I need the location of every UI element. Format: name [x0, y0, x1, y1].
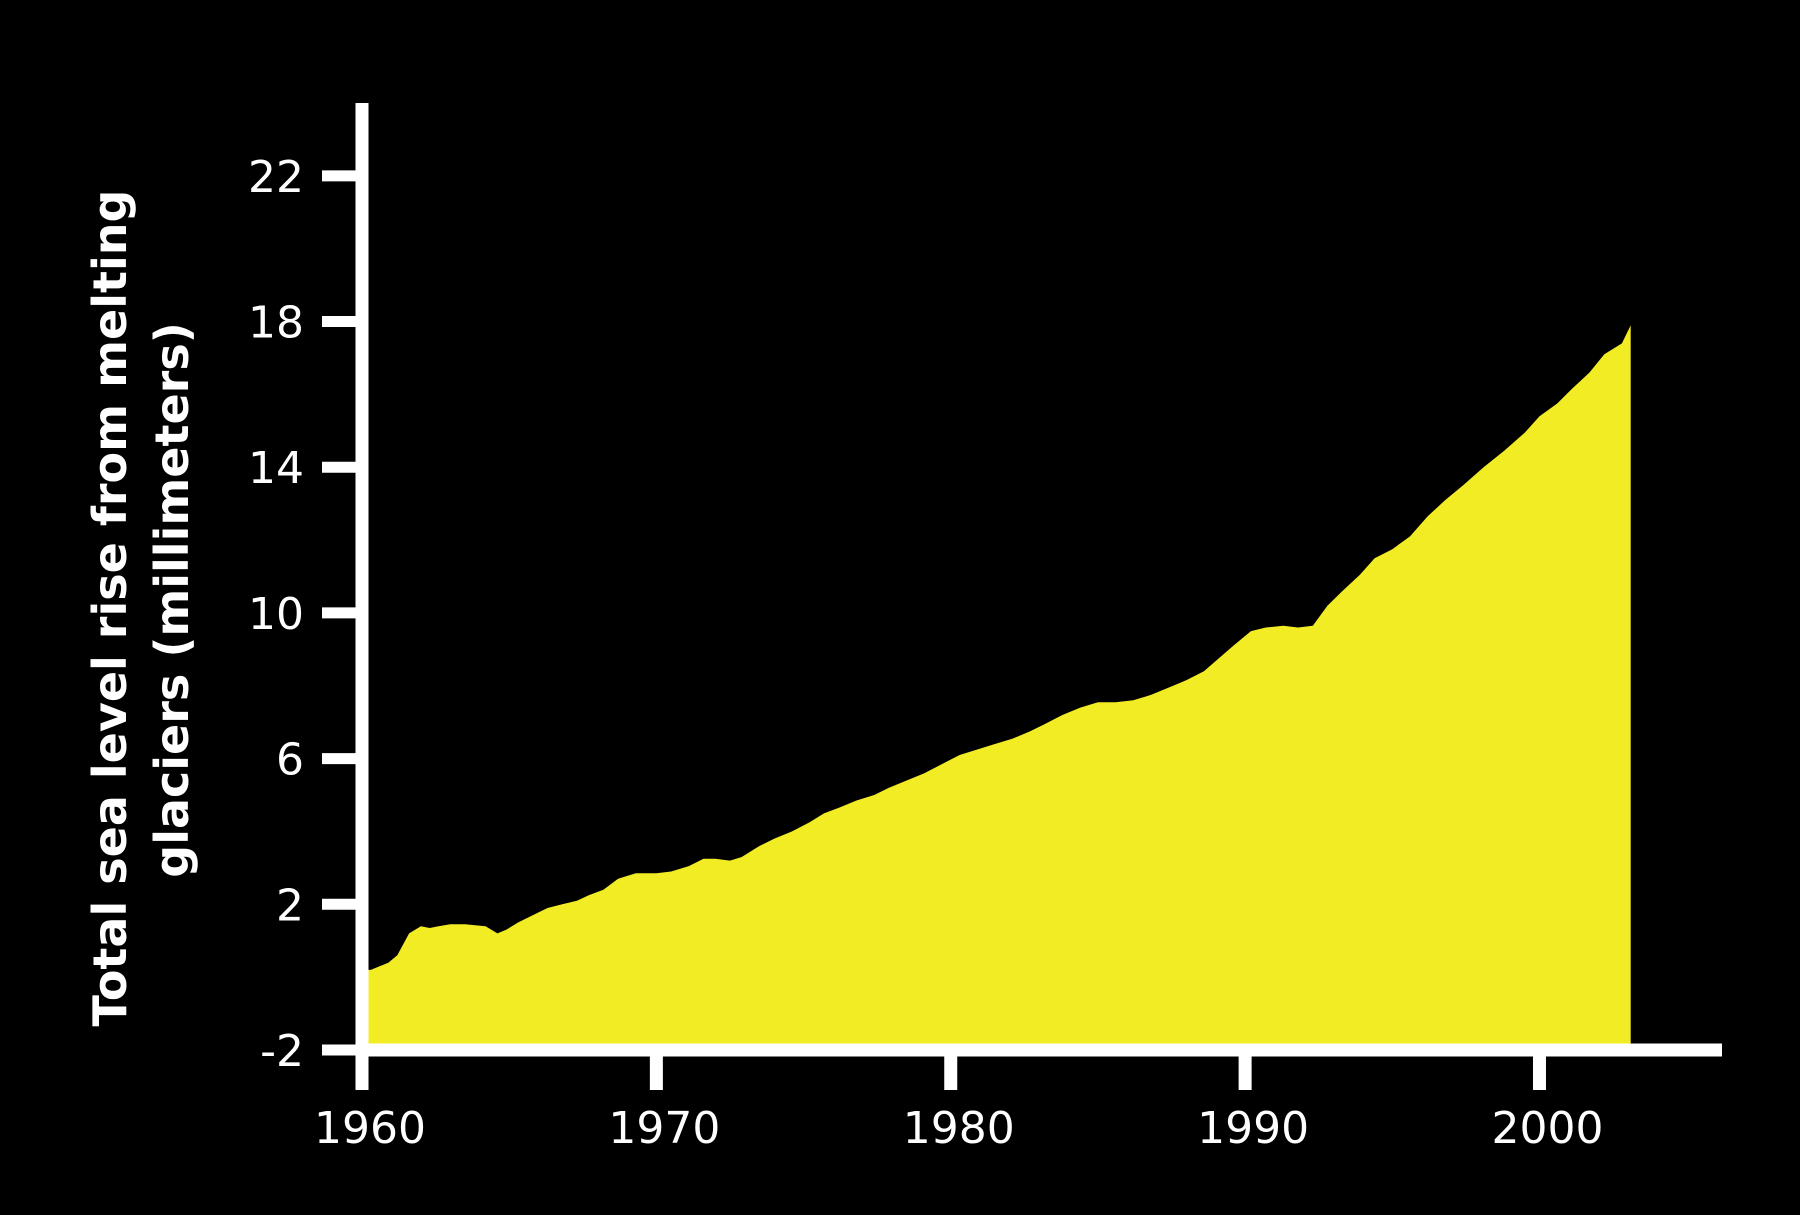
- x-tick-label-1960: 1960: [314, 1103, 426, 1154]
- plot-area: [362, 325, 1631, 1050]
- sea-level-area: [362, 325, 1631, 1050]
- x-tick-label-1980: 1980: [903, 1103, 1015, 1154]
- axes: [355, 103, 1722, 1057]
- y-tick-label-22: 22: [248, 152, 304, 203]
- tick-labels: -2 2 6 10 14 18 22 1960 1970 1980 1990 2000: [248, 152, 1603, 1154]
- y-tick-label-2: 2: [276, 880, 304, 931]
- y-tick-label-10: 10: [248, 589, 304, 640]
- x-tick-label-2000: 2000: [1491, 1103, 1603, 1154]
- x-tick-label-1990: 1990: [1197, 1103, 1309, 1154]
- y-tick-label-14: 14: [248, 443, 304, 494]
- y-tick-label-18: 18: [248, 298, 304, 349]
- y-tick-label--2: -2: [260, 1026, 304, 1077]
- y-tick-label-6: 6: [276, 735, 304, 786]
- y-axis-title: Total sea level rise from melting glacie…: [83, 174, 199, 1027]
- x-tick-label-1970: 1970: [608, 1103, 720, 1154]
- tick-marks: [322, 170, 1546, 1090]
